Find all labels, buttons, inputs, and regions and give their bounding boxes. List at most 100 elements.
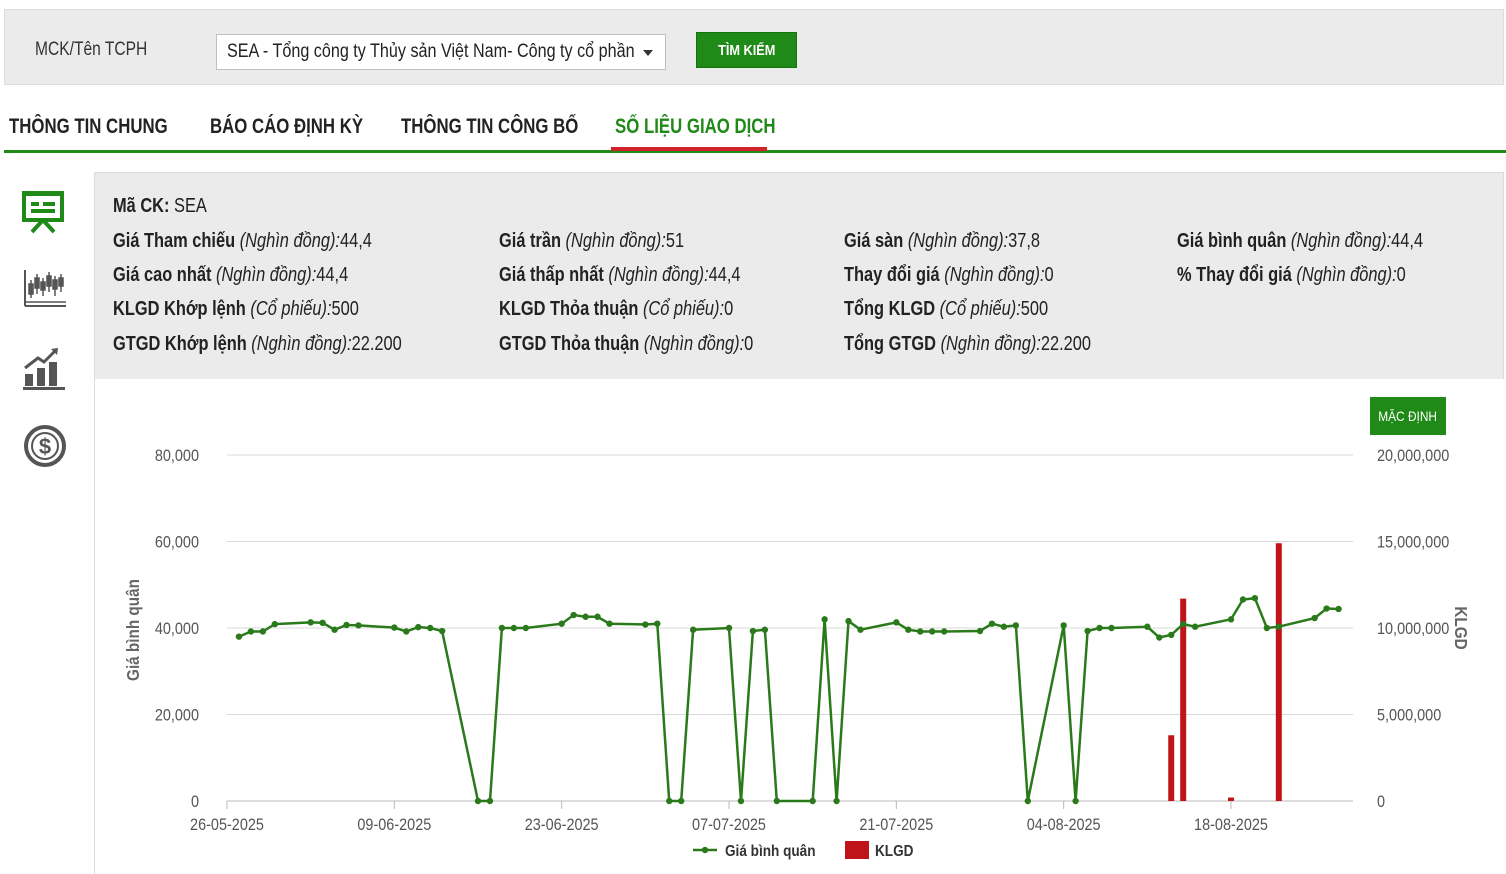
y-right-tick-label: 15,000,000 (1377, 533, 1449, 551)
info-field-label: Giá trần (499, 230, 561, 252)
price-volume-chart: 0 0 20,000 5,000,000 40,000 10,000,000 60,000 1… (123, 447, 1471, 860)
price-point (761, 626, 769, 633)
default-button-label: MẶC ĐỊNH (1378, 408, 1438, 424)
price-point (403, 628, 410, 635)
price-point (940, 628, 948, 635)
price-point (737, 797, 745, 805)
volume-bar (1180, 598, 1187, 801)
tab-periodic-reports[interactable]: BÁO CÁO ĐỊNH KỲ (210, 115, 364, 138)
info-field-label: Giá bình quân (1177, 230, 1287, 252)
dollar-coin-icon[interactable]: $ (20, 422, 70, 472)
info-field: KLGD Thỏa thuận (Cổ phiếu):0 (499, 298, 733, 321)
info-field-value: 500 (331, 298, 359, 320)
info-field-value: 44,4 (316, 264, 349, 286)
info-field-unit: (Nghìn đồng): (565, 230, 666, 252)
price-point (1096, 624, 1103, 632)
price-point (498, 624, 506, 632)
price-point (474, 797, 482, 805)
price-point (438, 627, 446, 635)
info-field-label: KLGD Thỏa thuận (499, 298, 639, 320)
price-point (1144, 623, 1151, 630)
info-field-unit: (Cổ phiếu): (250, 298, 332, 320)
price-point (1263, 624, 1271, 632)
chart-panel: 0 0 20,000 5,000,000 40,000 10,000,000 60,000 1… (94, 379, 1504, 874)
price-point (1227, 616, 1235, 623)
price-point (1084, 627, 1091, 635)
info-field-label: Giá sàn (844, 230, 904, 252)
price-point (1311, 614, 1318, 622)
svg-text:$: $ (39, 434, 51, 459)
price-point (821, 616, 828, 623)
candlestick-chart-icon[interactable] (20, 266, 70, 316)
info-field-unit: (Nghìn đồng): (643, 333, 745, 355)
info-field-unit: (Cổ phiếu): (642, 298, 725, 320)
price-point (235, 633, 243, 640)
info-field-value: 44,4 (1391, 230, 1424, 252)
legend-bar-swatch (845, 841, 869, 859)
x-tick-label: 18-08-2025 (1194, 816, 1268, 834)
price-point (642, 621, 649, 628)
price-point (1179, 620, 1187, 628)
info-field-unit: (Nghìn đồng): (944, 264, 1045, 286)
info-field: Giá cao nhất (Nghìn đồng):44,4 (113, 264, 348, 287)
price-point (689, 626, 697, 633)
price-point (857, 626, 864, 633)
price-point (833, 797, 840, 805)
price-point (905, 626, 912, 633)
tab-general-info[interactable]: THÔNG TIN CHUNG (9, 115, 168, 138)
company-select[interactable]: SEA - Tổng công ty Thủy sản Việt Nam- Cô… (216, 34, 666, 70)
price-point (307, 619, 314, 626)
y-left-tick-label: 60,000 (155, 533, 199, 551)
price-point (594, 613, 601, 620)
price-point (570, 611, 577, 619)
price-point (1275, 623, 1283, 630)
info-field-label: Giá cao nhất (113, 264, 212, 286)
default-button[interactable]: MẶC ĐỊNH (1370, 397, 1446, 435)
info-field-value: 0 (1044, 264, 1054, 286)
stock-info-panel: Mã CK: SEA Giá Tham chiếu (Nghìn đồng):4… (94, 172, 1504, 379)
info-field-unit: (Nghìn đồng): (251, 333, 352, 355)
active-tab-indicator (611, 147, 767, 151)
search-button[interactable]: TÌM KIẾM (696, 32, 797, 68)
info-field: Giá bình quân (Nghìn đồng):44,4 (1177, 230, 1423, 253)
info-field-unit: (Nghìn đồng): (608, 264, 709, 286)
info-field: Giá trần (Nghìn đồng):51 (499, 230, 684, 253)
price-point (319, 619, 326, 627)
y-right-tick-label: 0 (1377, 793, 1385, 811)
y-left-axis-title: Giá bình quân (123, 579, 143, 681)
price-point (1156, 634, 1163, 641)
company-select-value: SEA - Tổng công ty Thủy sản Việt Nam- Cô… (227, 41, 635, 62)
y-left-tick-label: 40,000 (155, 620, 199, 638)
info-field-unit: (Nghìn đồng): (239, 230, 340, 252)
info-field-unit: (Nghìn đồng): (215, 264, 317, 286)
legend-label-volume: KLGD (875, 843, 914, 860)
info-field-unit: (Cổ phiếu): (939, 298, 1021, 320)
price-point (606, 620, 613, 627)
price-point (845, 617, 852, 625)
info-field-value: 51 (665, 230, 685, 252)
price-point (247, 628, 255, 635)
info-field-value: 44,4 (339, 230, 372, 252)
info-field-value: 500 (1020, 298, 1049, 320)
x-tick-label: 23-06-2025 (525, 816, 599, 834)
price-point (1191, 623, 1199, 630)
tab-disclosures[interactable]: THÔNG TIN CÔNG BỐ (401, 115, 579, 138)
price-point (271, 620, 279, 628)
y-left-tick-label: 20,000 (155, 706, 199, 724)
y-right-tick-label: 10,000,000 (1377, 620, 1449, 638)
ticker-field: Mã CK: SEA (113, 195, 207, 218)
tab-trading-data[interactable]: SỐ LIỆU GIAO DỊCH (615, 115, 776, 138)
price-point (1168, 631, 1175, 639)
info-field-value: 0 (1396, 264, 1406, 286)
dropdown-arrow-icon (643, 50, 653, 56)
y-left-tick-label: 0 (191, 793, 199, 811)
price-point (415, 623, 422, 631)
info-field-label: Thay đổi giá (844, 264, 940, 286)
ticker-value: SEA (174, 195, 207, 217)
info-field-unit: (Nghìn đồng): (1290, 230, 1392, 252)
growth-chart-icon[interactable] (20, 344, 70, 394)
info-field-unit: (Nghìn đồng): (907, 230, 1009, 252)
presentation-icon[interactable] (20, 188, 70, 238)
price-point (893, 619, 900, 626)
info-field-value: 37,8 (1008, 230, 1041, 252)
